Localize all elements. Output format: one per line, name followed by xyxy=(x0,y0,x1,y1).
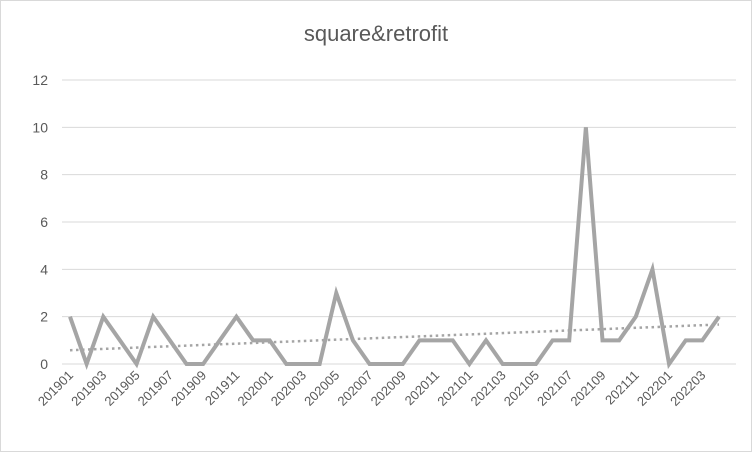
x-tick-label: 201907 xyxy=(135,368,176,409)
chart-title: square&retrofit xyxy=(303,21,449,46)
x-tick-label: 202203 xyxy=(667,368,708,409)
y-tick-label: 4 xyxy=(40,261,48,277)
x-tick-label: 202201 xyxy=(634,368,675,409)
x-tick-label: 202007 xyxy=(334,368,375,409)
x-tick-label: 202001 xyxy=(235,368,276,409)
x-tick-label: 202105 xyxy=(501,368,542,409)
x-tick-label: 201903 xyxy=(68,368,109,409)
y-tick-label: 10 xyxy=(32,119,48,135)
x-tick-label: 202103 xyxy=(467,368,508,409)
x-tick-label: 201911 xyxy=(202,368,243,409)
y-tick-label: 2 xyxy=(40,309,48,325)
x-tick-label: 202109 xyxy=(567,368,608,409)
x-tick-label: 202003 xyxy=(268,368,309,409)
x-tick-label: 202107 xyxy=(534,368,575,409)
x-tick-label: 201909 xyxy=(168,368,209,409)
y-tick-label: 6 xyxy=(40,214,48,230)
x-tick-label: 201901 xyxy=(35,368,76,409)
x-tick-label: 202101 xyxy=(434,368,475,409)
x-tick-label: 202011 xyxy=(402,368,443,409)
y-tick-label: 8 xyxy=(40,167,48,183)
x-tick-label: 201905 xyxy=(101,368,142,409)
trendline xyxy=(69,323,720,352)
y-tick-label: 0 xyxy=(40,356,48,372)
series-line-0 xyxy=(68,127,721,371)
y-tick-label: 12 xyxy=(32,72,48,88)
x-tick-label: 202005 xyxy=(301,368,342,409)
x-tick-label: 202009 xyxy=(368,368,409,409)
